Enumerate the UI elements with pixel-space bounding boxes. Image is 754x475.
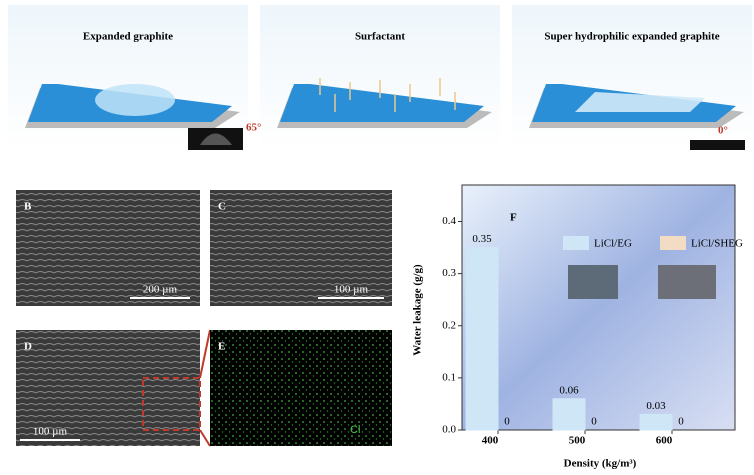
bar [552, 398, 586, 431]
x-tick-label: 500 [569, 435, 586, 447]
contact-angle: 65° [246, 122, 261, 134]
panel-label: E [218, 341, 225, 353]
scene-bg [260, 5, 500, 153]
bar [465, 247, 499, 431]
y-axis-title: Water leakage (g/g) [412, 264, 424, 356]
sem-image [210, 190, 392, 306]
scene-title: Super hydrophilic expanded graphite [544, 31, 719, 43]
panel-label: C [218, 201, 226, 213]
legend-label: LiCl/SHEG [691, 238, 743, 250]
bar [639, 413, 673, 431]
sem-panels: B 200 µm C 100 µm D 100 µm E Cl [16, 190, 392, 447]
zoom-line [199, 329, 211, 379]
scale-text: 200 µm [143, 284, 178, 296]
y-tick-label: 0.0 [442, 424, 456, 436]
value-label: 0 [591, 416, 597, 428]
scale-text: 100 µm [334, 284, 369, 296]
x-axis-title: Density (kg/m³) [564, 458, 637, 470]
scene-bg [512, 5, 752, 153]
x-tick-label: 400 [482, 435, 499, 447]
y-tick-label: 0.3 [442, 267, 456, 279]
droplet [95, 84, 175, 116]
element-label: Cl [350, 424, 360, 436]
angle-inset [690, 140, 745, 150]
angle-drop [200, 133, 232, 145]
value-label: 0.03 [646, 400, 666, 412]
chart: F Water leakage (g/g) Density (kg/m³) 0.… [412, 184, 743, 470]
sem-image [16, 190, 200, 306]
scene-title: Expanded graphite [83, 31, 173, 43]
y-tick-label: 0.2 [442, 319, 456, 331]
y-tick-label: 0.1 [442, 371, 456, 383]
legend-image [568, 265, 618, 299]
legend-swatch [563, 236, 589, 250]
panel-label: B [24, 201, 32, 213]
eds-dots [210, 330, 392, 446]
scene-title: Surfactant [355, 31, 405, 43]
value-label: 0.06 [559, 384, 579, 396]
graphite [280, 84, 484, 122]
legend-label: LiCl/EG [594, 238, 632, 250]
zoom-box [142, 377, 201, 431]
contact-angle: 0° [718, 125, 728, 137]
panel-label: F [510, 212, 517, 224]
sem-image [16, 330, 200, 446]
water-film [575, 92, 705, 112]
zoom-line [199, 429, 211, 447]
legend-image [658, 265, 716, 299]
value-label: 0 [504, 416, 510, 428]
scale-text: 100 µm [33, 426, 68, 438]
y-tick-label: 0.4 [442, 215, 456, 227]
legend-swatch [660, 236, 686, 250]
panel-a: A Expanded graphite Surfactant Super hyd… [8, 5, 752, 153]
value-label: 0 [678, 416, 684, 428]
surfactant [319, 78, 456, 112]
plot-area [461, 184, 736, 431]
x-tick-label: 600 [656, 435, 673, 447]
panel-label: D [24, 341, 32, 353]
value-label: 0.35 [472, 233, 492, 245]
